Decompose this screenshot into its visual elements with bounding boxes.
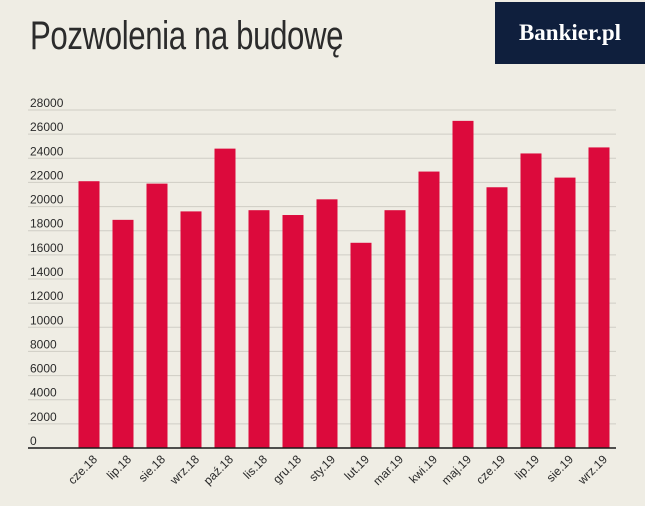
y-tick-label: 6000 [30, 362, 57, 376]
x-tick-label: mar.19 [370, 452, 406, 488]
bar [520, 153, 542, 448]
x-tick-label: kwi.19 [406, 452, 440, 486]
y-tick-label: 20000 [30, 193, 64, 207]
y-tick-label: 4000 [30, 386, 57, 400]
y-tick-label: 28000 [30, 96, 64, 110]
x-tick-label: paź.18 [201, 452, 237, 488]
bar [350, 242, 372, 448]
bar [214, 148, 236, 448]
y-tick-label: 10000 [30, 313, 64, 327]
y-tick-label: 12000 [30, 289, 64, 303]
y-tick-label: 14000 [30, 265, 64, 279]
y-tick-label: 26000 [30, 120, 64, 134]
x-tick-label: sie.19 [544, 452, 577, 485]
bar [146, 183, 168, 448]
bar [384, 210, 406, 448]
bar [418, 171, 440, 449]
x-tick-label: wrz.19 [575, 452, 611, 488]
x-tick-label: cze.19 [473, 452, 508, 487]
x-tick-label: sty.19 [306, 452, 338, 484]
bar [486, 187, 508, 448]
y-tick-label: 8000 [30, 337, 57, 351]
x-tick-label: cze.18 [65, 452, 100, 487]
bar [282, 215, 304, 448]
bar [316, 199, 338, 448]
x-tick-label: maj.19 [439, 452, 475, 488]
bar [180, 211, 202, 448]
bar [248, 210, 270, 448]
y-tick-label: 16000 [30, 241, 64, 255]
x-tick-label: wrz.18 [167, 452, 203, 488]
y-tick-label: 18000 [30, 217, 64, 231]
bar [554, 177, 576, 448]
y-tick-label: 24000 [30, 144, 64, 158]
bar [452, 120, 474, 448]
y-tick-label: 22000 [30, 168, 64, 182]
bar [78, 181, 100, 448]
bankier-logo[interactable]: Bankier.pl [495, 2, 645, 64]
x-tick-label: lip.19 [512, 452, 542, 482]
bar [588, 147, 610, 448]
x-tick-label: gru.18 [270, 452, 304, 486]
x-tick-label: lis.18 [240, 452, 270, 482]
bar [112, 219, 134, 448]
logo-text: Bankier.pl [518, 20, 622, 45]
y-tick-label: 2000 [30, 410, 57, 424]
x-tick-label: lip.18 [104, 452, 134, 482]
y-tick-label: 0 [30, 434, 37, 448]
x-tick-label: lut.19 [341, 452, 372, 483]
chart-title: Pozwolenia na budowę [30, 14, 344, 58]
x-tick-label: sie.18 [136, 452, 169, 485]
